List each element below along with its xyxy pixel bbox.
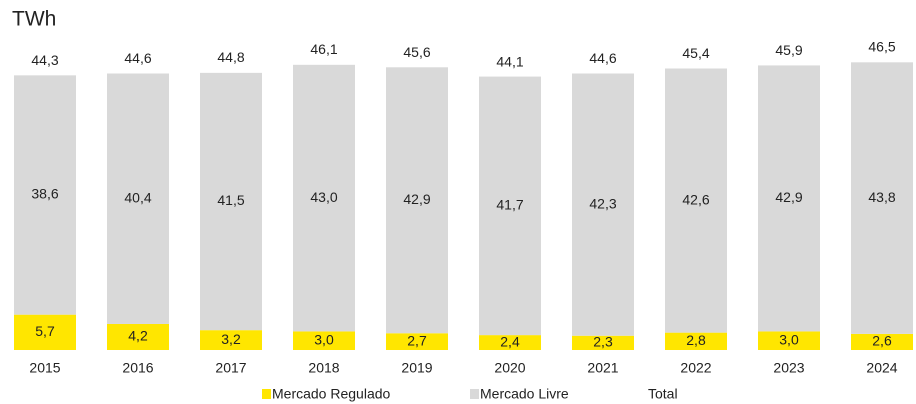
data-label: 4,2 bbox=[128, 328, 148, 344]
bar-segment bbox=[758, 65, 820, 332]
bar-segment bbox=[851, 333, 913, 350]
total-label: 45,6 bbox=[403, 44, 430, 60]
bar-segment bbox=[107, 323, 169, 350]
total-label: 44,6 bbox=[124, 50, 151, 66]
data-label: 42,9 bbox=[775, 189, 802, 205]
data-label: 43,8 bbox=[868, 189, 895, 205]
total-label: 44,1 bbox=[496, 53, 523, 69]
chart-title: TWh bbox=[12, 8, 56, 31]
data-label: 43,0 bbox=[310, 189, 337, 205]
bar-segment bbox=[200, 330, 262, 350]
data-label: 41,7 bbox=[496, 197, 523, 213]
data-label: 2,7 bbox=[407, 332, 427, 348]
x-tick-label: 2020 bbox=[494, 360, 525, 376]
bar-segment bbox=[386, 67, 448, 334]
data-label: 5,7 bbox=[35, 323, 55, 339]
total-label: 45,4 bbox=[682, 45, 709, 61]
data-label: 41,5 bbox=[217, 192, 244, 208]
bar-segment bbox=[665, 332, 727, 350]
x-tick-label: 2019 bbox=[401, 360, 432, 376]
bar-segment bbox=[479, 335, 541, 350]
bar-segment bbox=[14, 75, 76, 315]
bar-segment bbox=[200, 72, 262, 331]
data-label: 3,2 bbox=[221, 331, 241, 347]
data-label: 40,4 bbox=[124, 189, 151, 205]
legend-label: Mercado Livre bbox=[480, 386, 569, 402]
data-label: 38,6 bbox=[31, 186, 58, 202]
total-label: 44,3 bbox=[31, 52, 58, 68]
x-tick-label: 2017 bbox=[215, 360, 246, 376]
data-label: 2,4 bbox=[500, 333, 520, 349]
x-tick-label: 2023 bbox=[773, 360, 804, 376]
data-label: 2,8 bbox=[686, 332, 706, 348]
bar-segment bbox=[14, 314, 76, 350]
x-tick-label: 2015 bbox=[29, 360, 60, 376]
data-label: 3,0 bbox=[314, 331, 334, 347]
legend-swatch bbox=[470, 389, 479, 399]
bar-segment bbox=[665, 68, 727, 333]
x-tick-label: 2016 bbox=[122, 360, 153, 376]
bar-segment bbox=[479, 76, 541, 336]
x-tick-label: 2018 bbox=[308, 360, 339, 376]
legend-swatch bbox=[262, 389, 271, 399]
data-label: 42,6 bbox=[682, 191, 709, 207]
x-tick-label: 2021 bbox=[587, 360, 618, 376]
bar-segment bbox=[851, 62, 913, 334]
x-tick-label: 2022 bbox=[680, 360, 711, 376]
data-label: 42,9 bbox=[403, 191, 430, 207]
bar-segment bbox=[572, 73, 634, 336]
total-label: 46,5 bbox=[868, 38, 895, 54]
legend-label: Mercado Regulado bbox=[272, 386, 391, 402]
legend-label: Total bbox=[648, 386, 678, 402]
bar-segment bbox=[572, 335, 634, 350]
data-label: 2,3 bbox=[593, 334, 613, 350]
total-label: 46,1 bbox=[310, 41, 337, 57]
bar-segment bbox=[107, 73, 169, 324]
x-tick-label: 2024 bbox=[866, 360, 897, 376]
bar-segment bbox=[293, 331, 355, 350]
bar-segment bbox=[293, 64, 355, 332]
data-label: 3,0 bbox=[779, 331, 799, 347]
total-label: 44,8 bbox=[217, 49, 244, 65]
data-label: 2,6 bbox=[872, 333, 892, 349]
data-label: 42,3 bbox=[589, 195, 616, 211]
total-label: 44,6 bbox=[589, 50, 616, 66]
bar-segment bbox=[758, 331, 820, 350]
total-label: 45,9 bbox=[775, 42, 802, 58]
bar-segment bbox=[386, 333, 448, 350]
